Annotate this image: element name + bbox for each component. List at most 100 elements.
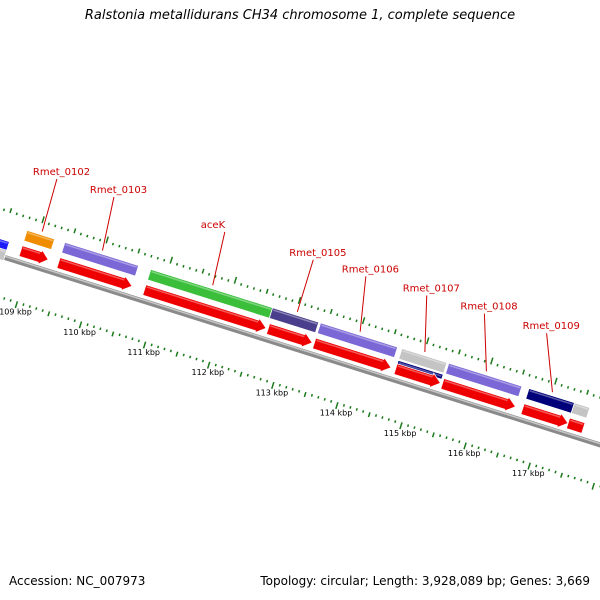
lower-tick-mark [67,317,70,321]
lower-tick-mark [137,339,140,343]
upper-tick-mark [304,303,307,307]
upper-tick-mark [541,377,544,381]
gene-label: Rmet_0107 [403,284,460,295]
lower-tick-mark [419,428,422,432]
lower-tick-mark [182,353,185,357]
lower-tick-mark [142,341,147,349]
lower-tick-mark [105,329,108,333]
feature-highlight [402,350,446,365]
lower-tick-mark [253,375,256,379]
upper-tick-mark [349,317,352,321]
lower-tick-mark [175,351,179,357]
lower-tick-mark [560,472,563,478]
upper-tick-mark [419,339,422,343]
upper-tick-mark [22,214,25,218]
lower-tick-mark [477,446,480,450]
lower-tick-mark [163,347,166,351]
feature-highlight [65,243,137,268]
lower-tick-mark [445,436,448,440]
upper-tick-mark [368,323,371,327]
upper-tick-mark [105,236,109,244]
backbone-highlight [0,253,600,445]
gene-label: Rmet_0105 [289,248,346,259]
kbp-tick-label: 116 kbp [448,449,481,458]
upper-tick-mark [291,299,294,303]
lower-tick-mark [490,450,493,454]
lower-tick-mark [439,434,442,438]
feature-block-cds [56,257,133,292]
upper-tick-mark [477,357,480,361]
backbone-line [0,253,600,448]
upper-tick-mark [143,252,147,256]
feature-highlight [0,249,6,253]
feature-highlight [397,365,433,378]
upper-tick-mark [207,272,211,276]
lower-tick-mark [278,383,281,387]
kbp-tick-label: 109 kbp [0,308,32,317]
upper-tick-mark [361,317,366,325]
lower-tick-mark [413,426,416,430]
upper-tick-mark [284,297,288,301]
upper-tick-mark [560,383,563,387]
accession-text: Accession: NC_007973 [9,574,146,588]
feature-highlight [574,404,589,410]
upper-tick-mark [156,256,159,260]
lower-tick-mark [387,418,390,421]
kbp-tick-label: 117 kbp [512,469,545,478]
lower-tick-mark [554,470,557,474]
feature-block-cds [565,417,586,434]
lower-tick-mark [527,462,531,470]
lower-tick-mark [239,371,243,377]
lower-tick-mark [206,361,211,369]
lower-tick-mark [591,482,596,490]
feature-block-grey [570,402,591,419]
upper-tick-mark [79,232,82,236]
lower-tick-mark [586,480,589,484]
upper-tick-mark [336,313,339,317]
upper-tick-mark [528,373,531,377]
feature-block-orange [23,229,56,251]
upper-tick-mark [329,308,333,315]
feature-highlight [529,390,573,406]
lower-tick-mark [471,444,474,448]
upper-tick-mark [175,262,179,266]
upper-tick-mark [464,353,467,357]
upper-tick-mark [163,258,166,262]
lower-tick-mark [131,337,134,341]
lower-tick-mark [541,466,544,470]
feature-block-grey [398,347,448,374]
lower-tick-mark [124,335,128,339]
lower-tick-mark [150,343,153,347]
upper-tick-mark [592,394,595,397]
feature-block-cds [393,363,442,389]
lower-tick-mark [92,325,96,329]
lower-tick-mark [394,420,397,423]
upper-tick-mark [547,379,550,383]
upper-tick-mark [137,248,141,254]
lower-tick-mark [406,424,410,428]
upper-tick-mark [214,274,217,278]
gene-leader-line [296,259,314,313]
gene-leader-line [483,313,487,372]
lower-tick-mark [342,404,346,407]
lower-tick-mark [535,464,538,468]
gene-leader-line [424,295,428,353]
upper-tick-mark [566,385,570,389]
gene-label: Rmet_0106 [342,264,399,275]
lower-tick-mark [227,367,230,371]
lower-tick-mark [509,456,512,460]
feature-block-grey [0,247,8,262]
upper-tick-mark [60,226,63,230]
upper-tick-mark [425,337,430,345]
feature-highlight [570,419,584,426]
lower-tick-mark [310,393,314,397]
feature-highlight [22,247,41,255]
lower-tick-mark [381,416,384,419]
lower-tick-mark [9,299,12,302]
gene-leader-line [101,196,115,251]
feature-block-darkslate [268,307,320,334]
feature-block-violet [316,322,399,359]
gene-leader-line [41,178,58,232]
upper-tick-mark [297,296,302,305]
